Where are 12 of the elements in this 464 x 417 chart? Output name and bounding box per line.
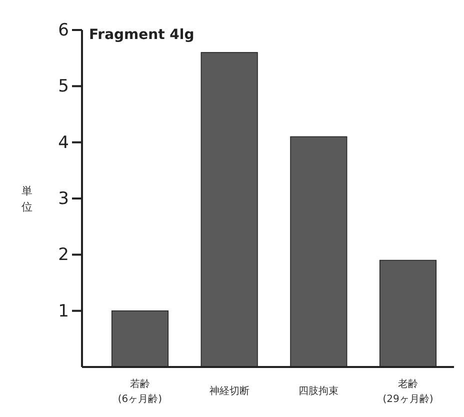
y-tick-label: 4	[58, 132, 69, 153]
y-tick-label: 2	[58, 245, 69, 266]
y-tick-label: 1	[58, 301, 69, 322]
x-tick-label: 老齢 (29ヶ月齢)	[382, 378, 434, 405]
y-tick-label: 3	[58, 188, 69, 209]
x-tick-label: 四肢拘束	[298, 385, 339, 397]
y-tick-label: 6	[58, 20, 69, 40]
x-tick-label: 若齢 (6ヶ月齢)	[118, 378, 162, 405]
chart-title: Fragment 4lg	[89, 27, 194, 43]
x-tick-label: 神経切断	[209, 385, 250, 397]
y-axis-title: 単位	[22, 184, 32, 214]
y-tick-label: 5	[58, 76, 69, 97]
